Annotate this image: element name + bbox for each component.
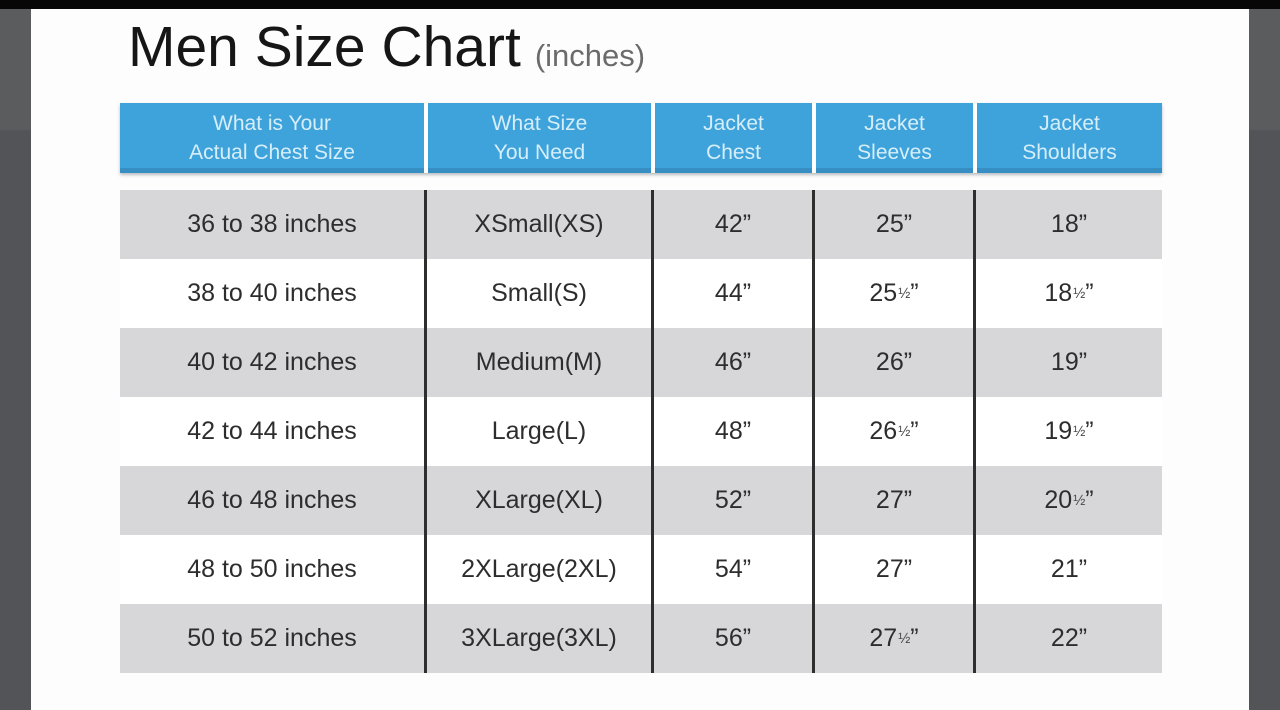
header-cell-line: Jacket <box>1039 112 1100 135</box>
table-cell: 25 ½” <box>812 259 973 328</box>
header-cell: What is Your Actual Chest Size <box>120 103 424 173</box>
header-cell: Jacket Chest <box>651 103 812 173</box>
header-cell-line: What is Your <box>213 112 331 135</box>
table-row: 50 to 52 inches 3XLarge(3XL) 56” 27 ½” 22” <box>120 604 1162 673</box>
page-title: Men Size Chart (inches) <box>128 14 645 80</box>
table-cell: 21” <box>973 535 1162 604</box>
table-cell: 46” <box>651 328 812 397</box>
table-cell: Medium(M) <box>424 328 651 397</box>
table-cell: 27” <box>812 466 973 535</box>
table-cell: 27 ½” <box>812 604 973 673</box>
table-cell: 20 ½” <box>973 466 1162 535</box>
table-row: 42 to 44 inches Large(L) 48” 26 ½” 19 ½” <box>120 397 1162 466</box>
table-row: 40 to 42 inches Medium(M) 46” 26” 19” <box>120 328 1162 397</box>
header-cell-line: Chest <box>706 141 761 164</box>
table-cell: 19 ½” <box>973 397 1162 466</box>
header-cell-line: Sleeves <box>857 141 932 164</box>
half-fraction: ½ <box>1073 423 1086 440</box>
table-body: 36 to 38 inches XSmall(XS) 42” 25” 18” 38 to … <box>120 190 1162 673</box>
header-cell-line: You Need <box>493 141 586 164</box>
table-cell: 3XLarge(3XL) <box>424 604 651 673</box>
header-cell-line: Actual Chest Size <box>189 141 355 164</box>
table-cell: 54” <box>651 535 812 604</box>
half-fraction: ½ <box>898 285 911 302</box>
table-cell: 27” <box>812 535 973 604</box>
table-cell: 19” <box>973 328 1162 397</box>
table-cell: 18 ½” <box>973 259 1162 328</box>
half-fraction: ½ <box>1073 285 1086 302</box>
table-row: 48 to 50 inches 2XLarge(2XL) 54” 27” 21” <box>120 535 1162 604</box>
letterbox-top-bar <box>0 0 1280 9</box>
size-chart-table: What is Your Actual Chest Size What Size Yo… <box>120 103 1162 673</box>
header-cell: Jacket Shoulders <box>973 103 1162 173</box>
table-cell: 2XLarge(2XL) <box>424 535 651 604</box>
table-cell: 56” <box>651 604 812 673</box>
table-cell: 36 to 38 inches <box>120 190 424 259</box>
table-cell: 26 ½” <box>812 397 973 466</box>
letterbox-right-bar <box>1249 9 1280 710</box>
half-fraction: ½ <box>1073 492 1086 509</box>
header-cell: Jacket Sleeves <box>812 103 973 173</box>
header-cell-line: Shoulders <box>1022 141 1117 164</box>
table-cell: 48 to 50 inches <box>120 535 424 604</box>
table-row: 46 to 48 inches XLarge(XL) 52” 27” 20 ½” <box>120 466 1162 535</box>
table-cell: 26” <box>812 328 973 397</box>
table-cell: 38 to 40 inches <box>120 259 424 328</box>
table-cell: 25” <box>812 190 973 259</box>
table-cell: XLarge(XL) <box>424 466 651 535</box>
page-title-text: Men Size Chart <box>128 15 521 79</box>
table-cell: 48” <box>651 397 812 466</box>
table-row: 38 to 40 inches Small(S) 44” 25 ½” 18 ½” <box>120 259 1162 328</box>
table-cell: 42” <box>651 190 812 259</box>
table-cell: 22” <box>973 604 1162 673</box>
table-cell: Large(L) <box>424 397 651 466</box>
table-cell: 40 to 42 inches <box>120 328 424 397</box>
table-cell: Small(S) <box>424 259 651 328</box>
table-cell: 44” <box>651 259 812 328</box>
half-fraction: ½ <box>898 630 911 647</box>
half-fraction: ½ <box>898 423 911 440</box>
letterbox-left-bar <box>0 9 31 710</box>
table-header-row: What is Your Actual Chest Size What Size Yo… <box>120 103 1162 173</box>
table-cell: 50 to 52 inches <box>120 604 424 673</box>
table-cell: 18” <box>973 190 1162 259</box>
table-row: 36 to 38 inches XSmall(XS) 42” 25” 18” <box>120 190 1162 259</box>
header-cell-line: Jacket <box>703 112 764 135</box>
table-cell: XSmall(XS) <box>424 190 651 259</box>
table-cell: 42 to 44 inches <box>120 397 424 466</box>
header-cell-line: What Size <box>491 112 588 135</box>
page-subtitle-text: (inches) <box>534 38 646 73</box>
header-cell: What Size You Need <box>424 103 651 173</box>
header-cell-line: Jacket <box>864 112 925 135</box>
table-cell: 46 to 48 inches <box>120 466 424 535</box>
table-cell: 52” <box>651 466 812 535</box>
